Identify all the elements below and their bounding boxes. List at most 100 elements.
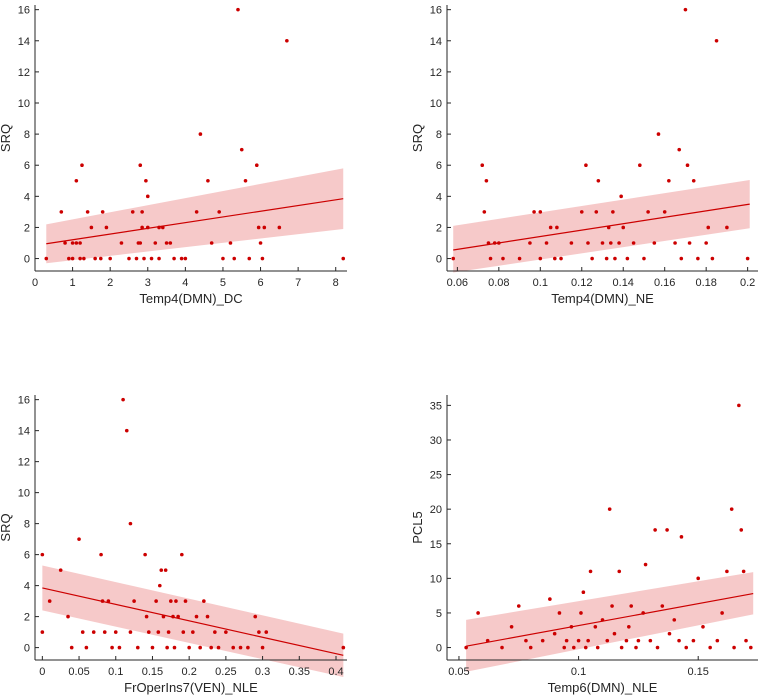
data-point — [149, 256, 154, 261]
data-point — [121, 397, 125, 402]
data-point — [143, 552, 147, 557]
data-point — [209, 241, 214, 245]
y-tick-label: 14 — [18, 426, 30, 438]
y-axis-label: SRQ — [410, 124, 425, 152]
data-point — [172, 256, 176, 261]
data-point — [224, 630, 228, 634]
x-tick-label: 0.1 — [533, 277, 548, 289]
x-tick-label: 0.18 — [695, 277, 716, 289]
data-point — [588, 569, 593, 574]
data-point — [555, 225, 559, 230]
data-point — [146, 630, 151, 634]
data-point — [596, 178, 601, 183]
data-point — [583, 645, 588, 650]
data-point — [67, 256, 71, 261]
y-tick-label: 8 — [24, 129, 30, 141]
data-point — [540, 638, 545, 643]
data-point — [611, 210, 615, 214]
data-point — [254, 163, 259, 168]
data-point — [135, 645, 140, 650]
data-point — [59, 210, 64, 214]
x-tick-label: 0.2 — [182, 666, 197, 678]
y-tick-label: 2 — [436, 222, 442, 234]
y-tick-label: 15 — [430, 539, 442, 551]
data-point — [517, 256, 522, 261]
data-point — [642, 256, 646, 261]
data-point — [634, 645, 638, 650]
data-point — [236, 7, 240, 12]
data-point — [677, 638, 681, 643]
x-tick-label: 0.2 — [740, 277, 755, 289]
y-tick-label: 4 — [24, 191, 30, 203]
data-point — [187, 645, 191, 650]
data-point — [720, 611, 724, 615]
data-point — [341, 256, 346, 261]
data-point — [58, 568, 63, 572]
data-point — [464, 645, 468, 650]
x-axis-label: Temp4(DMN)_NE — [551, 291, 654, 306]
data-point — [213, 630, 217, 634]
data-point — [704, 241, 708, 245]
data-point — [164, 241, 169, 245]
data-point — [548, 225, 553, 230]
data-point — [110, 645, 114, 650]
data-point — [621, 225, 626, 230]
scatter-panel-2: 0 2 4 6 8 10 12 14 16 0.06 0.08 0.1 0.12 0.14 0.16 0.18… — [410, 5, 758, 306]
x-tick-label: 0.25 — [215, 666, 236, 678]
y-tick-label: 12 — [18, 457, 30, 469]
data-point — [260, 256, 265, 261]
data-point — [665, 528, 669, 532]
x-tick-label: 0.08 — [488, 277, 509, 289]
data-point — [99, 552, 103, 557]
data-point — [69, 645, 74, 650]
data-point — [91, 630, 96, 634]
data-point — [528, 241, 532, 245]
data-point — [176, 614, 180, 619]
data-point — [737, 403, 741, 408]
data-point — [604, 256, 609, 261]
data-point — [128, 521, 133, 526]
data-point — [482, 210, 487, 214]
data-point — [629, 604, 634, 608]
data-point — [687, 241, 692, 245]
data-point — [140, 210, 144, 214]
data-point — [564, 638, 569, 643]
data-point — [579, 210, 584, 214]
data-point — [174, 599, 178, 603]
data-point — [749, 645, 753, 650]
data-point — [605, 638, 610, 643]
y-tick-label: 5 — [436, 608, 442, 620]
scatter-panel-4: 0 5 10 15 20 25 30 35 0.05 0.1 0.15 Temp6(DMN)_NLE P… — [410, 395, 758, 695]
x-tick-label: 4 — [182, 277, 188, 289]
data-point — [685, 163, 690, 168]
data-point — [662, 210, 667, 214]
data-point — [652, 241, 657, 245]
data-point — [710, 256, 715, 261]
data-point — [221, 256, 225, 261]
y-tick-label: 4 — [436, 191, 442, 203]
y-axis-label: SRQ — [0, 124, 13, 152]
data-point — [166, 630, 171, 634]
data-point — [696, 576, 700, 581]
data-point — [70, 256, 75, 261]
y-tick-label: 12 — [430, 67, 442, 79]
data-point — [40, 630, 45, 634]
y-tick-label: 16 — [18, 5, 30, 17]
x-tick-label: 1 — [70, 277, 76, 289]
data-point — [559, 256, 563, 261]
data-point — [538, 210, 543, 214]
confidence-band — [466, 572, 754, 672]
y-tick-label: 10 — [430, 573, 442, 585]
data-point — [744, 638, 748, 643]
data-point — [595, 645, 600, 650]
data-point — [648, 638, 653, 643]
data-point — [660, 604, 665, 608]
data-point — [548, 597, 552, 601]
x-tick-label: 7 — [295, 277, 301, 289]
data-point — [246, 645, 250, 650]
data-point — [262, 225, 267, 230]
data-point — [216, 645, 221, 650]
data-point — [117, 645, 122, 650]
x-tick-label: 0.12 — [571, 277, 592, 289]
y-tick-label: 0 — [436, 643, 442, 655]
